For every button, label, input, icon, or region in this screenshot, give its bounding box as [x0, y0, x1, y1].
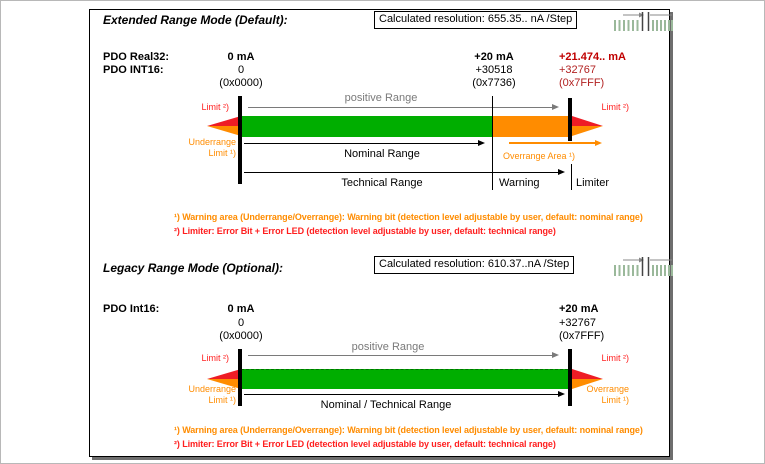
ext-limiter-label: Limiter [576, 177, 610, 189]
ext-warning-label: Warning [499, 177, 540, 189]
leg-nominal-technical-arrow [244, 394, 558, 395]
leg-underrange-arrow [207, 369, 241, 389]
ext-positive-range-arrowhead [552, 104, 559, 110]
resolution-box-extended: Calculated resolution: 655.35.. nA /Step [374, 11, 578, 29]
leg-overrange-arrow [572, 369, 603, 389]
ext-nominal-hex: (0x7736) [472, 77, 516, 89]
ext-positive-range-label: positive Range [344, 92, 418, 104]
leg-footnote-2: ²) Limiter: Error Bit + Error LED (detec… [174, 439, 556, 449]
ext-nominal-range-label: Nominal Range [344, 148, 420, 160]
ext-zero-hex: (0x0000) [219, 77, 263, 89]
ext-footnote-2: ²) Limiter: Error Bit + Error LED (detec… [174, 226, 556, 236]
ext-limit-left-label: Limit ²) [201, 102, 230, 112]
ext-limit-right-label: Limit ²) [601, 102, 630, 112]
ext-limiter-divider [571, 164, 572, 190]
leg-zero-hex: (0x0000) [219, 330, 263, 342]
ext-technical-range-label: Technical Range [341, 177, 423, 189]
ext-underrange-limit-label: Underrange Limit ¹) [146, 137, 236, 159]
leg-limit-right-label: Limit ²) [601, 353, 630, 363]
resolution-steps-icon [614, 257, 673, 276]
pdo-int16-label: PDO INT16: [103, 64, 164, 76]
leg-limit-left-label: Limit ²) [201, 353, 230, 363]
ext-nominal-ma: +20 mA [474, 51, 514, 63]
ext-positive-range-arrow [248, 107, 552, 108]
ext-underrange-arrow [207, 116, 241, 136]
leg-overrange-limit-line2: Limit ¹) [601, 395, 630, 405]
ext-max-hex: (0x7FFF) [559, 77, 605, 89]
leg-underrange-limit-line2: Limit ¹) [208, 395, 237, 405]
leg-zero-marker [238, 349, 242, 406]
ext-technical-range-arrowhead [558, 169, 565, 175]
leg-positive-range-arrow [248, 355, 552, 356]
leg-positive-range-label: positive Range [351, 341, 425, 353]
ext-overrange-bar [492, 116, 568, 137]
ext-overrange-arrow [572, 116, 603, 136]
leg-overrange-limit-label: Overrange Limit ¹) [571, 384, 629, 406]
leg-nominal-technical-label: Nominal / Technical Range [320, 399, 452, 411]
ext-technical-range-arrow [244, 172, 558, 173]
leg-zero-ma: 0 mA [227, 303, 255, 315]
ext-nominal-range-arrowhead [478, 140, 485, 146]
pdo-int16-legacy-label: PDO Int16: [103, 303, 160, 315]
ext-overrange-area-arrow [509, 142, 595, 144]
resolution-value-extended: Calculated resolution: 655.35.. nA /Step [379, 13, 573, 25]
ext-max-int: +32767 [559, 64, 597, 76]
ext-zero-marker [238, 96, 242, 184]
leg-nominal-range-bar [241, 369, 568, 389]
ext-nominal-marker [492, 96, 493, 190]
leg-zero-int: 0 [237, 317, 245, 329]
ext-overrange-area-arrowhead [595, 140, 602, 146]
resolution-value-legacy: Calculated resolution: 610.37..nA /Step [379, 258, 570, 270]
ext-nominal-range-bar [241, 116, 492, 137]
ext-underrange-limit-line2: Limit ¹) [208, 148, 237, 158]
ext-overrange-area-label: Overrange Area ¹) [503, 151, 576, 161]
ext-zero-int: 0 [237, 64, 245, 76]
ext-max-ma: +21.474.. mA [559, 51, 626, 63]
ext-nominal-range-arrow [244, 143, 478, 144]
resolution-box-legacy: Calculated resolution: 610.37..nA /Step [374, 256, 575, 274]
leg-nominal-technical-arrowhead [558, 391, 565, 397]
ext-max-marker [568, 98, 572, 141]
section-title-extended: Extended Range Mode (Default): [103, 13, 288, 27]
leg-underrange-limit-line1: Underrange [188, 384, 236, 394]
leg-footnote-1: ¹) Warning area (Underrange/Overrange): … [174, 425, 643, 435]
ext-underrange-limit-line1: Underrange [188, 137, 236, 147]
leg-underrange-limit-label: Underrange Limit ¹) [146, 384, 236, 406]
ext-nominal-int: +30518 [475, 64, 513, 76]
ext-zero-ma: 0 mA [227, 51, 255, 63]
ext-footnote-1: ¹) Warning area (Underrange/Overrange): … [174, 212, 643, 222]
resolution-steps-icon [614, 12, 673, 31]
leg-positive-range-arrowhead [552, 352, 559, 358]
leg-overrange-limit-line1: Overrange [586, 384, 629, 394]
leg-max-hex: (0x7FFF) [559, 330, 605, 342]
pdo-real32-label: PDO Real32: [103, 51, 170, 63]
section-title-legacy: Legacy Range Mode (Optional): [103, 261, 284, 275]
leg-max-marker [568, 349, 572, 406]
leg-max-int: +32767 [559, 317, 597, 329]
leg-max-ma: +20 mA [559, 303, 599, 315]
